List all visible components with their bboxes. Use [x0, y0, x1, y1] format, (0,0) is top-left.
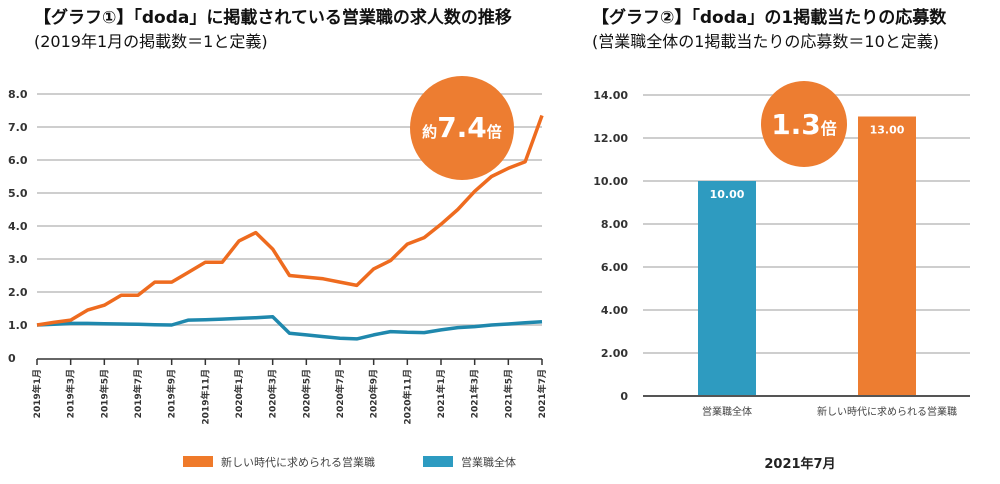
- y-tick-label: 6.0: [8, 154, 28, 167]
- y-tick-label: 3.0: [8, 253, 28, 266]
- x-tick-label: 2020年5月: [300, 369, 312, 418]
- legend: 新しい時代に求められる営業職 営業職全体: [183, 455, 516, 469]
- x-tick-label: 2019年1月: [31, 369, 43, 418]
- x-tick-label: 2021年7月: [536, 369, 548, 418]
- bar: [698, 181, 756, 396]
- x-tick-label: 2019年3月: [65, 369, 77, 418]
- bar-data-label: 13.00: [870, 124, 905, 137]
- bar-chart: 0 2.00 4.00 6.00 8.00 10.00 12.00 14.00 10.00 13…: [593, 81, 970, 472]
- x-tick-label: 2019年9月: [166, 369, 178, 418]
- x-tick-label: 2021年5月: [502, 369, 514, 418]
- chart1-title: 【グラフ①】「doda」に掲載されている営業職の求人数の推移: [34, 8, 512, 28]
- x-tick-label: 2021年1月: [435, 369, 447, 418]
- category-label: 新しい時代に求められる営業職: [817, 405, 957, 418]
- legend-label-orange: 新しい時代に求められる営業職: [221, 455, 375, 469]
- y-tick-label: 12.00: [593, 132, 628, 145]
- x-tick-label: 2019年11月: [199, 369, 211, 425]
- annotation-badge: 約7.4倍: [410, 76, 514, 180]
- bar-data-label: 10.00: [710, 188, 745, 201]
- y-tick-label: 0: [8, 352, 16, 365]
- bars: [698, 116, 916, 396]
- y-axis-ticks: 0 2.00 4.00 6.00 8.00 10.00 12.00 14.00: [593, 89, 628, 403]
- badge-circle: [410, 76, 514, 180]
- x-tick-label: 2020年1月: [233, 369, 245, 418]
- y-tick-label: 4.00: [601, 304, 628, 317]
- y-tick-label: 7.0: [8, 121, 28, 134]
- y-tick-label: 2.0: [8, 286, 28, 299]
- y-tick-label: 4.0: [8, 220, 28, 233]
- line-chart: 0 1.0 2.0 3.0 4.0 5.0 6.0 7.0 8.0 2019年1月 2019年3月…: [8, 76, 548, 469]
- legend-label-blue: 営業職全体: [461, 455, 516, 469]
- badge-suffix: 倍: [487, 123, 502, 141]
- legend-swatch-orange: [183, 456, 213, 467]
- legend-swatch-blue: [423, 456, 453, 467]
- series-line: [36, 114, 544, 327]
- x-tick-label: 2020年3月: [267, 369, 279, 418]
- x-axis: 2019年1月 2019年3月 2019年5月 2019年7月 2019年9月 2019年…: [31, 358, 548, 425]
- chart2-title: 【グラフ②】「doda」の1掲載当たりの応募数: [592, 8, 947, 28]
- y-tick-label: 8.0: [8, 88, 28, 101]
- y-tick-label: 1.0: [8, 319, 28, 332]
- category-labels: 営業職全体 新しい時代に求められる営業職: [702, 405, 957, 418]
- y-tick-label: 2.00: [601, 347, 628, 360]
- y-axis-ticks: 0 1.0 2.0 3.0 4.0 5.0 6.0 7.0 8.0: [8, 88, 28, 365]
- badge-suffix: 倍: [821, 119, 837, 138]
- y-tick-label: 8.00: [601, 218, 628, 231]
- y-tick-label: 6.00: [601, 261, 628, 274]
- x-axis-label: 2021年7月: [764, 456, 835, 472]
- x-tick-label: 2020年7月: [334, 369, 346, 418]
- badge-text: 1.3倍: [771, 108, 837, 141]
- x-tick-label: 2021年3月: [469, 369, 481, 418]
- x-tick-label: 2019年5月: [98, 369, 110, 418]
- chart2-subtitle: (営業職全体の1掲載当たりの応募数＝10と定義): [592, 32, 940, 51]
- bar-data-labels: 10.00 13.00: [710, 124, 905, 202]
- x-tick-label: 2020年11月: [401, 369, 413, 425]
- badge-value: 7.4: [437, 111, 487, 144]
- x-tick-label: 2019年7月: [132, 369, 144, 418]
- badge-prefix: 約: [422, 123, 437, 141]
- y-tick-label: 5.0: [8, 187, 28, 200]
- badge-value: 1.3: [771, 108, 821, 141]
- y-tick-label: 10.00: [593, 175, 628, 188]
- series-line: [36, 315, 543, 341]
- badge-circle: [761, 81, 847, 167]
- series-lines: [36, 114, 544, 341]
- category-label: 営業職全体: [702, 405, 752, 418]
- y-tick-label: 0: [620, 390, 628, 403]
- y-tick-label: 14.00: [593, 89, 628, 102]
- badge-text: 約7.4倍: [422, 111, 502, 144]
- chart1-subtitle: (2019年1月の掲載数＝1と定義): [34, 32, 268, 51]
- bar: [858, 116, 916, 396]
- annotation-badge: 1.3倍: [761, 81, 847, 167]
- x-tick-label: 2020年9月: [368, 369, 380, 418]
